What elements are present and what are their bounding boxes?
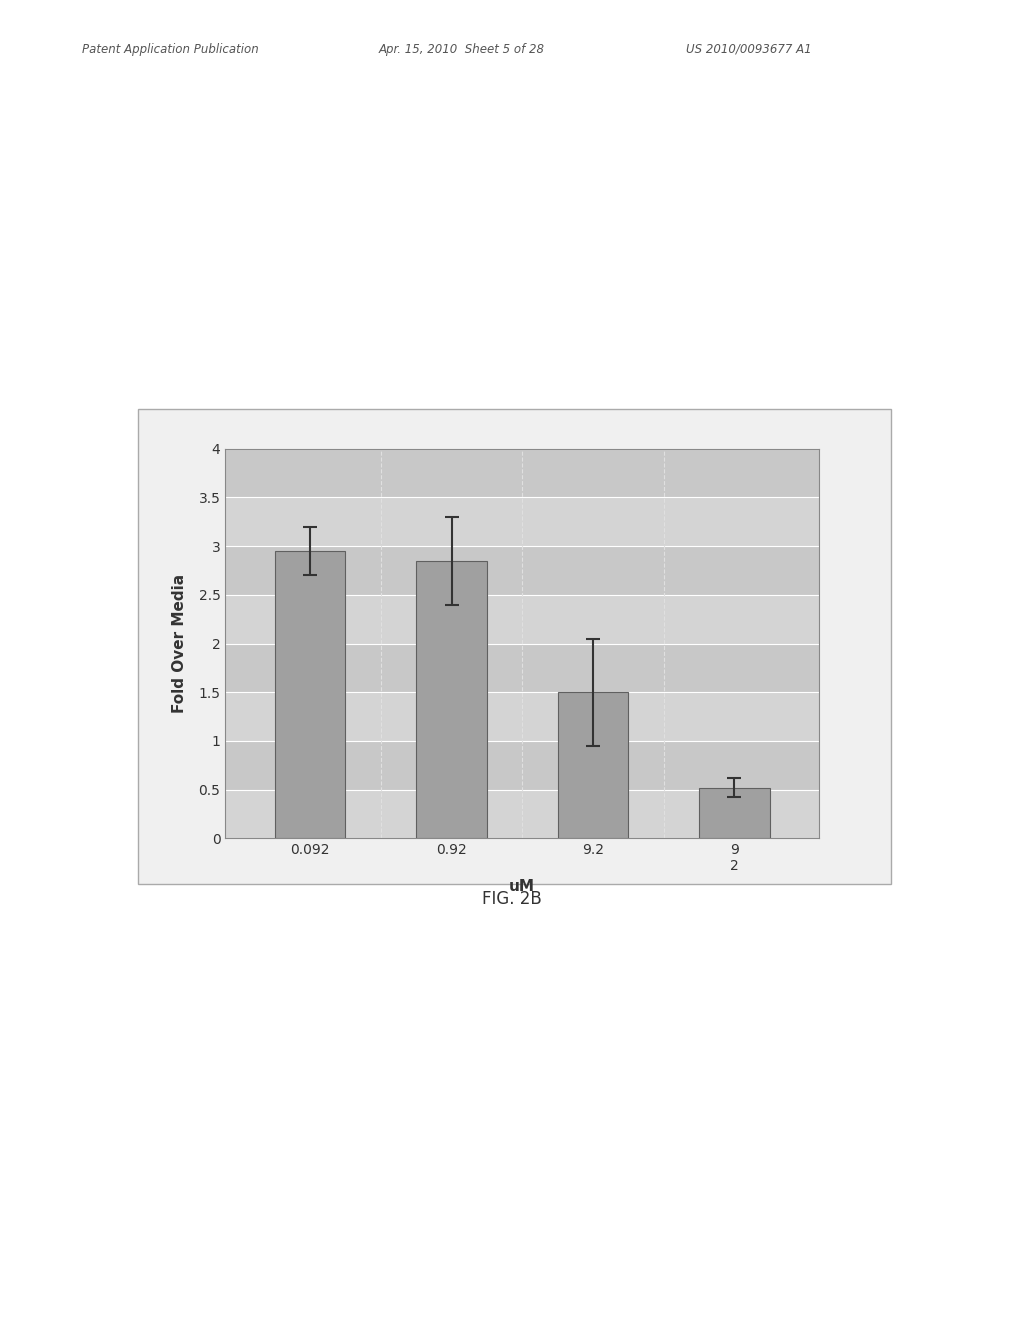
Bar <box>416 561 486 838</box>
Bar <box>225 546 819 595</box>
Bar <box>274 550 345 838</box>
Bar <box>225 449 819 498</box>
Bar <box>225 692 819 741</box>
Y-axis label: Fold Over Media: Fold Over Media <box>172 574 187 713</box>
Bar <box>225 498 819 546</box>
Bar <box>225 595 819 644</box>
Bar <box>225 741 819 789</box>
Text: FIG. 2B: FIG. 2B <box>482 890 542 908</box>
Text: US 2010/0093677 A1: US 2010/0093677 A1 <box>686 42 812 55</box>
Bar <box>699 788 770 838</box>
Bar <box>558 692 629 838</box>
X-axis label: uM: uM <box>509 879 536 894</box>
Text: Apr. 15, 2010  Sheet 5 of 28: Apr. 15, 2010 Sheet 5 of 28 <box>379 42 545 55</box>
Bar <box>225 644 819 692</box>
Text: Patent Application Publication: Patent Application Publication <box>82 42 259 55</box>
Bar <box>225 789 819 838</box>
